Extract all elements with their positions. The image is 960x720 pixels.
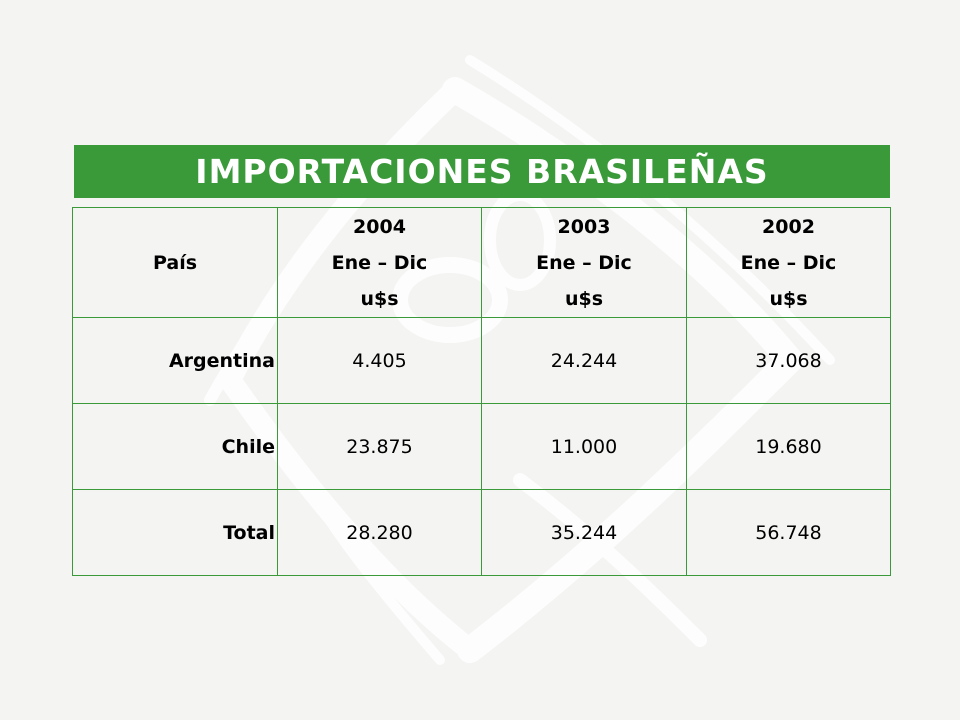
cell-value: 35.244 <box>481 489 687 576</box>
header-period: Ene – Dic <box>536 251 632 274</box>
table-header-row: País 2004 Ene – Dic u$s 2003 Ene – Dic u… <box>72 207 891 318</box>
cell-value: 37.068 <box>686 317 891 404</box>
header-period: Ene – Dic <box>331 251 428 274</box>
header-currency: u$s <box>564 287 604 310</box>
cell-value: 56.748 <box>686 489 891 576</box>
header-currency: u$s <box>769 287 808 310</box>
row-country: Chile <box>72 403 278 490</box>
imports-table: País 2004 Ene – Dic u$s 2003 Ene – Dic u… <box>72 207 891 576</box>
page-title: IMPORTACIONES BRASILEÑAS <box>195 152 769 191</box>
row-country: Total <box>72 489 278 576</box>
header-year: 2002 <box>762 215 815 238</box>
table-row: Total 28.280 35.244 56.748 <box>72 489 891 576</box>
header-2003: 2003 Ene – Dic u$s <box>481 207 687 318</box>
header-year: 2004 <box>353 215 406 238</box>
header-2002: 2002 Ene – Dic u$s <box>686 207 891 318</box>
row-country: Argentina <box>72 317 278 404</box>
cell-value: 19.680 <box>686 403 891 490</box>
header-country: País <box>72 207 278 318</box>
cell-value: 23.875 <box>277 403 482 490</box>
cell-value: 4.405 <box>277 317 482 404</box>
header-country-label: País <box>152 251 198 274</box>
header-period: Ene – Dic <box>740 251 837 274</box>
cell-value: 24.244 <box>481 317 687 404</box>
header-year: 2003 <box>557 215 611 238</box>
header-currency: u$s <box>360 287 399 310</box>
table-row: Argentina 4.405 24.244 37.068 <box>72 317 891 404</box>
cell-value: 11.000 <box>481 403 687 490</box>
cell-value: 28.280 <box>277 489 482 576</box>
header-2004: 2004 Ene – Dic u$s <box>277 207 482 318</box>
table-row: Chile 23.875 11.000 19.680 <box>72 403 891 490</box>
title-banner: IMPORTACIONES BRASILEÑAS <box>74 145 890 198</box>
